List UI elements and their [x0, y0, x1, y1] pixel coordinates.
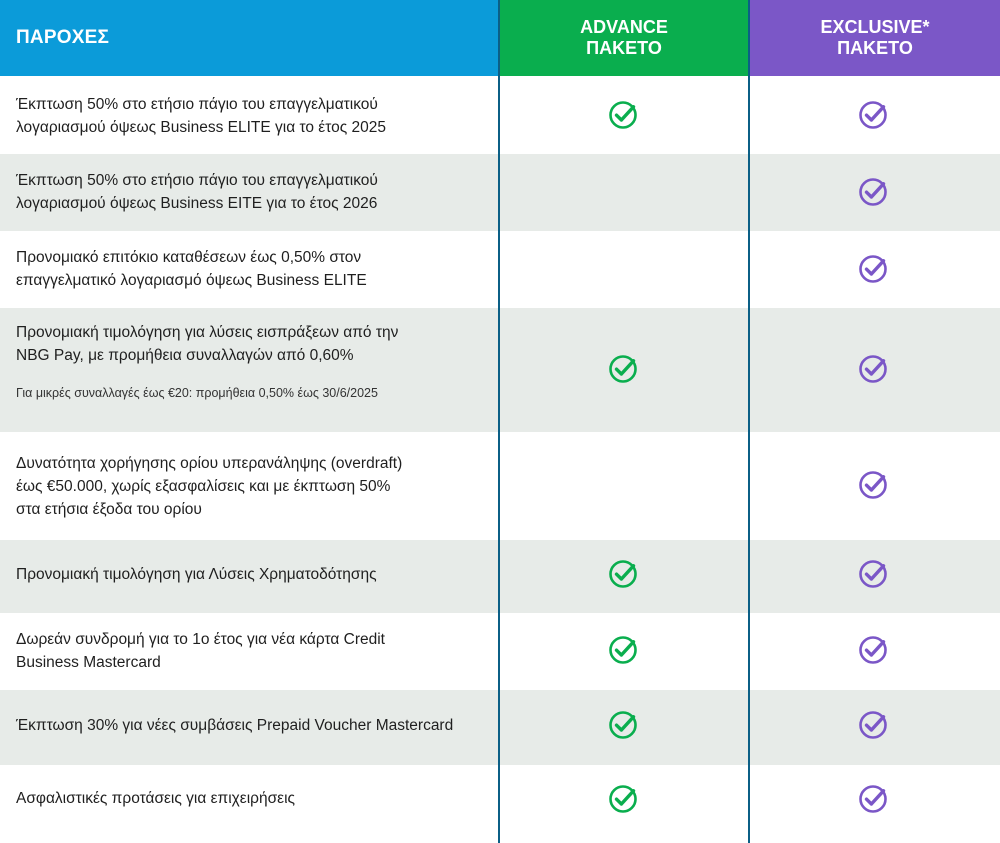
- table-row: Δυνατότητα χορήγησης ορίου υπερανάληψης …: [0, 432, 1000, 540]
- benefit-text-line: Προνομιακή τιμολόγηση για Λύσεις Χρηματο…: [16, 566, 377, 583]
- exclusive-check-icon: [858, 635, 888, 665]
- exclusive-check-icon: [858, 177, 888, 207]
- benefit-text-line: έως €50.000, χωρίς εξασφαλίσεις και με έ…: [16, 478, 391, 495]
- benefit-footnote: Για μικρές συναλλαγές έως €20: προμήθεια…: [16, 386, 378, 400]
- advance-header-line2: ΠΑΚΕΤΟ: [586, 38, 662, 58]
- benefit-text-line: Δωρεάν συνδρομή για το 1ο έτος για νέα κ…: [16, 631, 385, 648]
- exclusive-check-icon: [858, 354, 888, 384]
- benefit-text-line: Προνομιακό επιτόκιο καταθέσεων έως 0,50%…: [16, 249, 362, 266]
- benefit-text-line: Δυνατότητα χορήγησης ορίου υπερανάληψης …: [16, 455, 403, 472]
- advance-check-icon: [608, 710, 638, 740]
- exclusive-check-icon: [858, 784, 888, 814]
- exclusive-header-line1: EXCLUSIVE*: [820, 17, 930, 37]
- exclusive-check-icon: [858, 559, 888, 589]
- benefit-text-line: λογαριασμού όψεως Business EITE για το έ…: [16, 195, 378, 212]
- exclusive-check-icon: [858, 254, 888, 284]
- benefits-column-header: ΠΑΡΟΧΕΣ: [0, 0, 499, 76]
- table-row: Προνομιακή τιμολόγηση για Λύσεις Χρηματο…: [0, 540, 1000, 613]
- benefit-text-line: στα ετήσια έξοδα του ορίου: [16, 501, 202, 518]
- benefit-description: Έκπτωση 30% για νέες συμβάσεις Prepaid V…: [16, 714, 486, 737]
- benefit-description: Δυνατότητα χορήγησης ορίου υπερανάληψης …: [16, 452, 486, 521]
- benefit-text-line: Έκπτωση 50% στο ετήσιο πάγιο του επαγγελ…: [16, 172, 378, 189]
- benefit-description: Ασφαλιστικές προτάσεις για επιχειρήσεις: [16, 787, 486, 810]
- table-row: Δωρεάν συνδρομή για το 1ο έτος για νέα κ…: [0, 613, 1000, 690]
- table-row: Έκπτωση 50% στο ετήσιο πάγιο του επαγγελ…: [0, 154, 1000, 231]
- benefits-header-label: ΠΑΡΟΧΕΣ: [16, 27, 110, 48]
- exclusive-check-icon: [858, 470, 888, 500]
- benefit-description: Προνομιακή τιμολόγηση για Λύσεις Χρηματο…: [16, 563, 486, 586]
- benefit-text-line: Business Mastercard: [16, 654, 161, 671]
- advance-check-icon: [608, 100, 638, 130]
- table-row: Προνομιακό επιτόκιο καταθέσεων έως 0,50%…: [0, 231, 1000, 308]
- table-row: Ασφαλιστικές προτάσεις για επιχειρήσεις: [0, 765, 1000, 843]
- advance-header-line1: ADVANCE: [580, 17, 668, 37]
- benefit-text-line: επαγγελματικό λογαριασμό όψεως Business …: [16, 272, 367, 289]
- benefit-text-line: Έκπτωση 30% για νέες συμβάσεις Prepaid V…: [16, 717, 454, 734]
- benefit-description: Έκπτωση 50% στο ετήσιο πάγιο του επαγγελ…: [16, 169, 486, 215]
- exclusive-check-icon: [858, 710, 888, 740]
- exclusive-check-icon: [858, 100, 888, 130]
- benefit-text-line: Ασφαλιστικές προτάσεις για επιχειρήσεις: [16, 790, 295, 807]
- benefit-description: Δωρεάν συνδρομή για το 1ο έτος για νέα κ…: [16, 628, 486, 674]
- exclusive-header-line2: ΠΑΚΕΤΟ: [837, 38, 913, 58]
- advance-check-icon: [608, 635, 638, 665]
- benefit-description: Προνομιακό επιτόκιο καταθέσεων έως 0,50%…: [16, 246, 486, 292]
- column-divider: [498, 0, 500, 843]
- benefit-text-line: Έκπτωση 50% στο ετήσιο πάγιο του επαγγελ…: [16, 96, 378, 113]
- table-row: Προνομιακή τιμολόγηση για λύσεις εισπράξ…: [0, 308, 1000, 432]
- benefit-description: Προνομιακή τιμολόγηση για λύσεις εισπράξ…: [16, 321, 486, 401]
- column-divider: [748, 0, 750, 843]
- table-row: Έκπτωση 30% για νέες συμβάσεις Prepaid V…: [0, 690, 1000, 765]
- benefit-text-line: Προνομιακή τιμολόγηση για λύσεις εισπράξ…: [16, 324, 399, 341]
- advance-check-icon: [608, 784, 638, 814]
- benefit-text-line: NBG Pay, με προμήθεια συναλλαγών από 0,6…: [16, 347, 354, 364]
- benefit-text-line: λογαριασμού όψεως Business ELITE για το …: [16, 119, 386, 136]
- advance-check-icon: [608, 559, 638, 589]
- exclusive-package-header: EXCLUSIVE* ΠΑΚΕΤΟ: [750, 0, 1000, 76]
- advance-check-icon: [608, 354, 638, 384]
- advance-package-header: ADVANCE ΠΑΚΕΤΟ: [500, 0, 748, 76]
- benefit-description: Έκπτωση 50% στο ετήσιο πάγιο του επαγγελ…: [16, 93, 486, 139]
- table-row: Έκπτωση 50% στο ετήσιο πάγιο του επαγγελ…: [0, 76, 1000, 154]
